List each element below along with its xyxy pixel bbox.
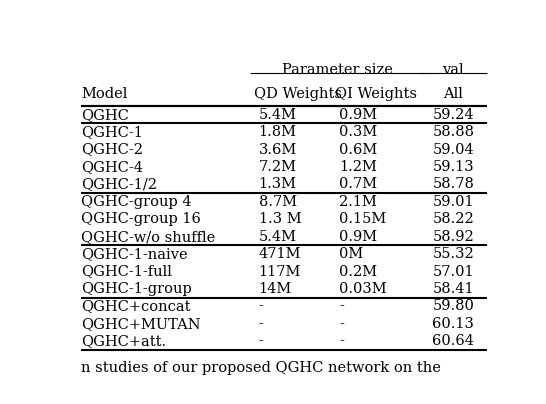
Text: Model: Model — [81, 87, 127, 101]
Text: 8.7M: 8.7M — [259, 195, 297, 209]
Text: Parameter size: Parameter size — [282, 63, 393, 77]
Text: 55.32: 55.32 — [432, 247, 474, 261]
Text: 58.92: 58.92 — [432, 230, 474, 244]
Text: 59.04: 59.04 — [432, 143, 474, 157]
Text: 0.7M: 0.7M — [339, 177, 377, 191]
Text: QGHC-1: QGHC-1 — [81, 125, 143, 139]
Text: QGHC+MUTAN: QGHC+MUTAN — [81, 317, 200, 331]
Text: n studies of our proposed QGHC network on the: n studies of our proposed QGHC network o… — [81, 361, 441, 375]
Text: 7.2M: 7.2M — [259, 160, 296, 174]
Text: 1.8M: 1.8M — [259, 125, 296, 139]
Text: 0.03M: 0.03M — [339, 282, 387, 296]
Text: -: - — [259, 299, 264, 314]
Text: 471M: 471M — [259, 247, 301, 261]
Text: QGHC-group 16: QGHC-group 16 — [81, 212, 201, 226]
Text: 5.4M: 5.4M — [259, 108, 296, 122]
Text: QD Weights: QD Weights — [254, 87, 342, 101]
Text: val: val — [442, 63, 464, 77]
Text: 1.3M: 1.3M — [259, 177, 296, 191]
Text: 57.01: 57.01 — [432, 265, 474, 278]
Text: 0.9M: 0.9M — [339, 108, 377, 122]
Text: -: - — [339, 299, 344, 314]
Text: -: - — [339, 317, 344, 331]
Text: QGHC-4: QGHC-4 — [81, 160, 143, 174]
Text: 60.13: 60.13 — [432, 317, 474, 331]
Text: 0.2M: 0.2M — [339, 265, 377, 278]
Text: QGHC: QGHC — [81, 108, 129, 122]
Text: 0.9M: 0.9M — [339, 230, 377, 244]
Text: QGHC-group 4: QGHC-group 4 — [81, 195, 192, 209]
Text: 0.15M: 0.15M — [339, 212, 387, 226]
Text: -: - — [339, 334, 344, 348]
Text: 2.1M: 2.1M — [339, 195, 377, 209]
Text: 58.22: 58.22 — [432, 212, 474, 226]
Text: QGHC-1-group: QGHC-1-group — [81, 282, 192, 296]
Text: QGHC-1/2: QGHC-1/2 — [81, 177, 157, 191]
Text: QGHC-w/o shuffle: QGHC-w/o shuffle — [81, 230, 215, 244]
Text: 0M: 0M — [339, 247, 363, 261]
Text: 3.6M: 3.6M — [259, 143, 297, 157]
Text: 59.13: 59.13 — [432, 160, 474, 174]
Text: 58.88: 58.88 — [432, 125, 474, 139]
Text: 14M: 14M — [259, 282, 292, 296]
Text: 5.4M: 5.4M — [259, 230, 296, 244]
Text: QGHC-1-full: QGHC-1-full — [81, 265, 172, 278]
Text: -: - — [259, 317, 264, 331]
Text: 1.3 M: 1.3 M — [259, 212, 301, 226]
Text: -: - — [259, 334, 264, 348]
Text: 0.3M: 0.3M — [339, 125, 377, 139]
Text: 117M: 117M — [259, 265, 301, 278]
Text: 59.24: 59.24 — [432, 108, 474, 122]
Text: 58.41: 58.41 — [432, 282, 474, 296]
Text: QGHC-1-naive: QGHC-1-naive — [81, 247, 188, 261]
Text: 1.2M: 1.2M — [339, 160, 377, 174]
Text: 0.6M: 0.6M — [339, 143, 377, 157]
Text: 58.78: 58.78 — [432, 177, 474, 191]
Text: All: All — [443, 87, 463, 101]
Text: 59.01: 59.01 — [432, 195, 474, 209]
Text: QGHC+concat: QGHC+concat — [81, 299, 191, 314]
Text: 60.64: 60.64 — [432, 334, 474, 348]
Text: QGHC+att.: QGHC+att. — [81, 334, 166, 348]
Text: QI Weights: QI Weights — [335, 87, 417, 101]
Text: QGHC-2: QGHC-2 — [81, 143, 143, 157]
Text: 59.80: 59.80 — [432, 299, 474, 314]
